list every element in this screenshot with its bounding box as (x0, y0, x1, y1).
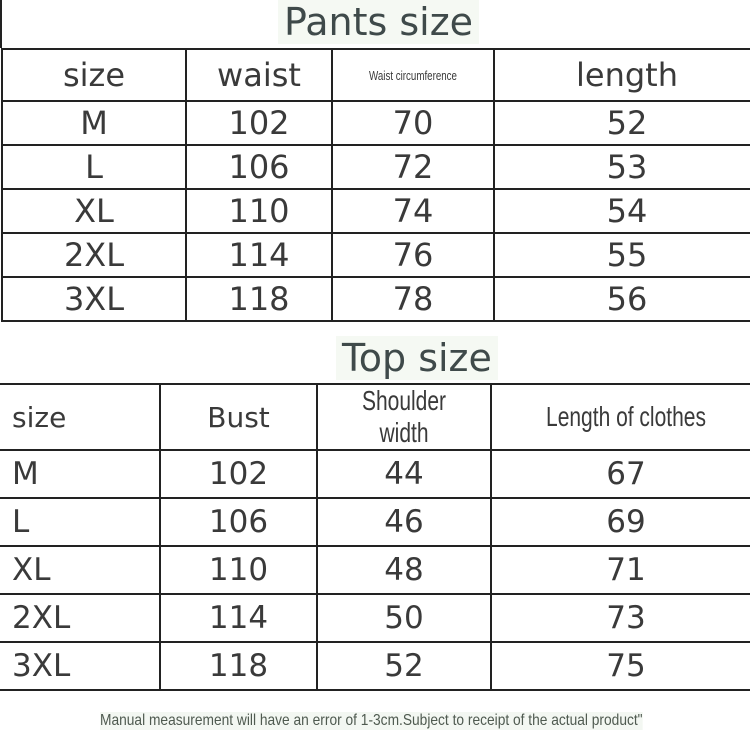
table-row: 3XL 118 52 75 (0, 641, 750, 691)
header-cell: length (493, 48, 750, 102)
cell: 118 (185, 276, 333, 322)
cell: 46 (316, 497, 492, 547)
table-row: 2XL 114 76 55 (1, 232, 750, 278)
header-cell: Waist circumference (351, 48, 475, 102)
cell: L (0, 497, 161, 547)
cell: M (1, 100, 187, 146)
cell: 114 (159, 593, 318, 643)
cell: 2XL (0, 593, 161, 643)
header-cell: size (0, 383, 161, 451)
cell: L (1, 144, 187, 190)
pants-title: Pants size (278, 0, 480, 44)
cell: 48 (316, 545, 492, 595)
cell: 52 (316, 641, 492, 691)
cell: 73 (490, 593, 750, 643)
cell: M (0, 449, 161, 499)
table-row: L 106 72 53 (1, 144, 750, 190)
cell: 118 (159, 641, 318, 691)
cell: 71 (490, 545, 750, 595)
table-row: M 102 70 52 (1, 100, 750, 146)
cell: 102 (185, 100, 333, 146)
cell: 3XL (0, 641, 161, 691)
cell: XL (1, 188, 187, 234)
cell: 110 (159, 545, 318, 595)
cell: 72 (331, 144, 495, 190)
header-cell: waist (185, 48, 333, 102)
cell: 75 (490, 641, 750, 691)
cell: 52 (493, 100, 750, 146)
cell: 69 (490, 497, 750, 547)
tops-title: Top size (336, 336, 498, 380)
cell: 106 (159, 497, 318, 547)
header-cell: size (1, 48, 187, 102)
cell: 110 (185, 188, 333, 234)
table-header-row: size Bust Shoulder width Length of cloth… (0, 383, 750, 451)
cell: 53 (493, 144, 750, 190)
cell: 54 (493, 188, 750, 234)
measurement-note: Manual measurement will have an error of… (100, 712, 643, 730)
table-row: M 102 44 67 (0, 449, 750, 499)
header-cell: Shoulder width (338, 383, 470, 451)
cell: 56 (493, 276, 750, 322)
cell: 76 (331, 232, 495, 278)
cell: 50 (316, 593, 492, 643)
header-cell: Length of clothes (524, 383, 728, 451)
cell: 3XL (1, 276, 187, 322)
table-row: L 106 46 69 (0, 497, 750, 547)
cell: 70 (331, 100, 495, 146)
table-row: XL 110 74 54 (1, 188, 750, 234)
header-cell: Bust (159, 383, 318, 451)
cell: 74 (331, 188, 495, 234)
cell: 67 (490, 449, 750, 499)
cell: 2XL (1, 232, 187, 278)
table-row: 3XL 118 78 56 (1, 276, 750, 322)
cell: 78 (331, 276, 495, 322)
cell: 106 (185, 144, 333, 190)
cell: 102 (159, 449, 318, 499)
cell: XL (0, 545, 161, 595)
pants-left-border (0, 0, 2, 48)
cell: 55 (493, 232, 750, 278)
table-header-row: size waist Waist circumference length (1, 48, 750, 102)
top-size-table: size Bust Shoulder width Length of cloth… (0, 383, 750, 691)
table-row: XL 110 48 71 (0, 545, 750, 595)
cell: 44 (316, 449, 492, 499)
cell: 114 (185, 232, 333, 278)
table-row: 2XL 114 50 73 (0, 593, 750, 643)
